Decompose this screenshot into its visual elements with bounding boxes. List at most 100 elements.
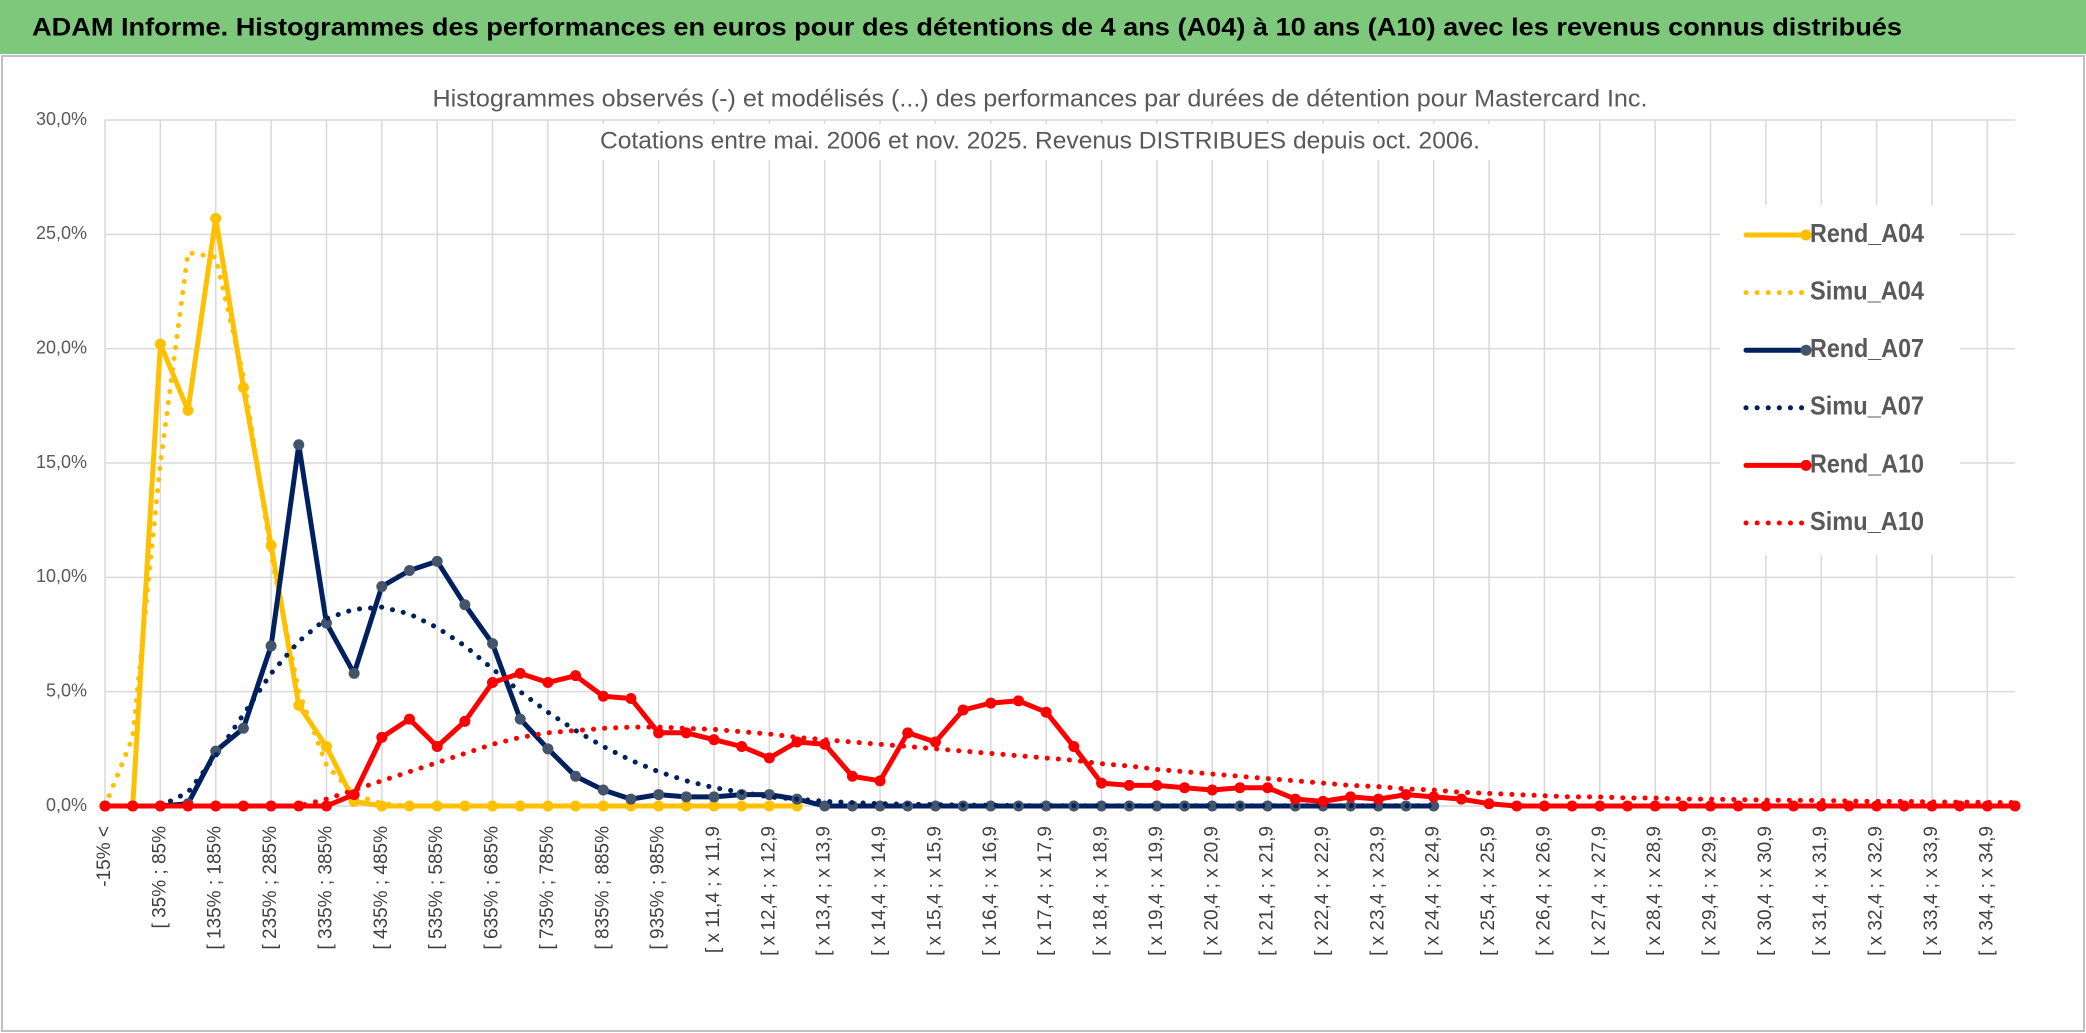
x-tick-label: [ x 33,4 ; x 33,9 xyxy=(1921,826,1942,956)
data-point xyxy=(182,800,194,812)
data-point xyxy=(1705,800,1717,812)
data-point xyxy=(597,690,609,702)
data-point xyxy=(763,752,775,764)
data-point xyxy=(680,791,692,803)
y-tick-label: 25,0% xyxy=(36,223,87,243)
x-tick-label: [ x 11,4 ; x 11,9 xyxy=(703,826,724,953)
data-point xyxy=(431,741,443,753)
x-tick-label: [ x 13,4 ; x 13,9 xyxy=(814,826,835,956)
data-point xyxy=(1151,800,1163,812)
data-point xyxy=(459,715,471,727)
data-point xyxy=(293,800,305,812)
x-tick-label: [ x 19,4 ; x 19,9 xyxy=(1146,826,1167,956)
x-tick-label: [ x 34,4 ; x 34,9 xyxy=(1976,826,1997,956)
data-point xyxy=(1594,800,1606,812)
data-point xyxy=(680,800,692,812)
x-tick-label: [ 435% ; 485% xyxy=(371,826,392,950)
data-point xyxy=(542,743,554,755)
data-point xyxy=(320,617,332,629)
y-tick-label: 20,0% xyxy=(36,337,87,357)
data-point xyxy=(1538,800,1550,812)
data-point xyxy=(1428,791,1440,803)
series-line xyxy=(102,215,800,809)
data-point xyxy=(708,800,720,812)
data-point xyxy=(653,727,665,739)
data-point xyxy=(1428,800,1440,812)
data-point xyxy=(431,800,443,812)
data-point xyxy=(1289,793,1301,805)
data-point xyxy=(210,212,222,224)
data-point xyxy=(487,677,499,689)
data-point xyxy=(1234,782,1246,794)
data-point xyxy=(1151,779,1163,791)
data-point xyxy=(265,539,277,551)
data-point xyxy=(902,727,914,739)
data-point xyxy=(625,693,637,705)
x-tick-label: -15% < xyxy=(94,826,115,887)
y-tick-label: 15,0% xyxy=(36,452,87,472)
data-point xyxy=(1096,777,1108,789)
data-point xyxy=(348,667,360,679)
data-point xyxy=(487,638,499,650)
x-tick-label: [ x 23,4 ; x 23,9 xyxy=(1367,826,1388,956)
data-point xyxy=(403,713,415,725)
chart-frame xyxy=(1,55,2085,1032)
data-point xyxy=(1317,795,1329,807)
chart-title: Histogrammes observés (-) et modélisés (… xyxy=(433,85,1648,112)
data-point xyxy=(1815,800,1827,812)
legend xyxy=(1720,205,1960,555)
data-point xyxy=(1206,784,1218,796)
x-tick-label: [ x 17,4 ; x 17,9 xyxy=(1035,826,1056,956)
data-point xyxy=(985,800,997,812)
data-point xyxy=(597,800,609,812)
x-tick-label: [ 35% ; 85% xyxy=(149,826,170,929)
data-point xyxy=(1262,782,1274,794)
data-point xyxy=(625,793,637,805)
x-tick-label: [ x 20,4 ; x 20,9 xyxy=(1201,826,1222,956)
data-point xyxy=(736,800,748,812)
data-point xyxy=(653,800,665,812)
legend-label: Rend_A04 xyxy=(1810,218,1924,248)
x-tick-label: [ 535% ; 585% xyxy=(426,826,447,950)
data-point xyxy=(1372,793,1384,805)
x-tick-label: [ 335% ; 385% xyxy=(315,826,336,950)
data-point xyxy=(182,404,194,416)
data-point xyxy=(708,734,720,746)
data-point xyxy=(431,555,443,567)
data-point xyxy=(514,667,526,679)
data-point xyxy=(929,736,941,748)
data-point xyxy=(708,791,720,803)
data-point xyxy=(1400,789,1412,801)
series-line xyxy=(102,724,2018,809)
legend-label: Simu_A10 xyxy=(1810,506,1924,536)
x-tick-label: [ 135% ; 185% xyxy=(205,826,226,950)
series-line xyxy=(102,604,1437,809)
data-point xyxy=(1455,793,1467,805)
data-point xyxy=(237,722,249,734)
y-tick-label: 30,0% xyxy=(36,109,87,129)
x-tick-label: [ x 21,4 ; x 21,9 xyxy=(1257,826,1278,956)
data-point xyxy=(1206,800,1218,812)
data-point xyxy=(846,770,858,782)
y-tick-label: 10,0% xyxy=(36,566,87,586)
legend-marker xyxy=(1800,459,1812,471)
data-point xyxy=(320,741,332,753)
data-point xyxy=(929,800,941,812)
series-line xyxy=(102,670,2018,809)
x-tick-label: [ x 29,4 ; x 29,9 xyxy=(1700,826,1721,956)
x-tick-label: [ x 24,4 ; x 24,9 xyxy=(1423,826,1444,956)
legend-label: Simu_A07 xyxy=(1810,391,1924,421)
data-point xyxy=(1012,695,1024,707)
x-tick-label: [ x 31,4 ; x 31,9 xyxy=(1810,826,1831,956)
x-tick-label: [ 835% ; 885% xyxy=(592,826,613,950)
data-point xyxy=(1677,800,1689,812)
data-point xyxy=(1483,798,1495,810)
data-point xyxy=(874,775,886,787)
y-tick-label: 0,0% xyxy=(46,795,87,815)
title-bg xyxy=(430,82,1655,118)
x-tick-label: [ x 25,4 ; x 25,9 xyxy=(1478,826,1499,956)
legend-label: Rend_A10 xyxy=(1810,448,1924,478)
data-point xyxy=(1096,800,1108,812)
